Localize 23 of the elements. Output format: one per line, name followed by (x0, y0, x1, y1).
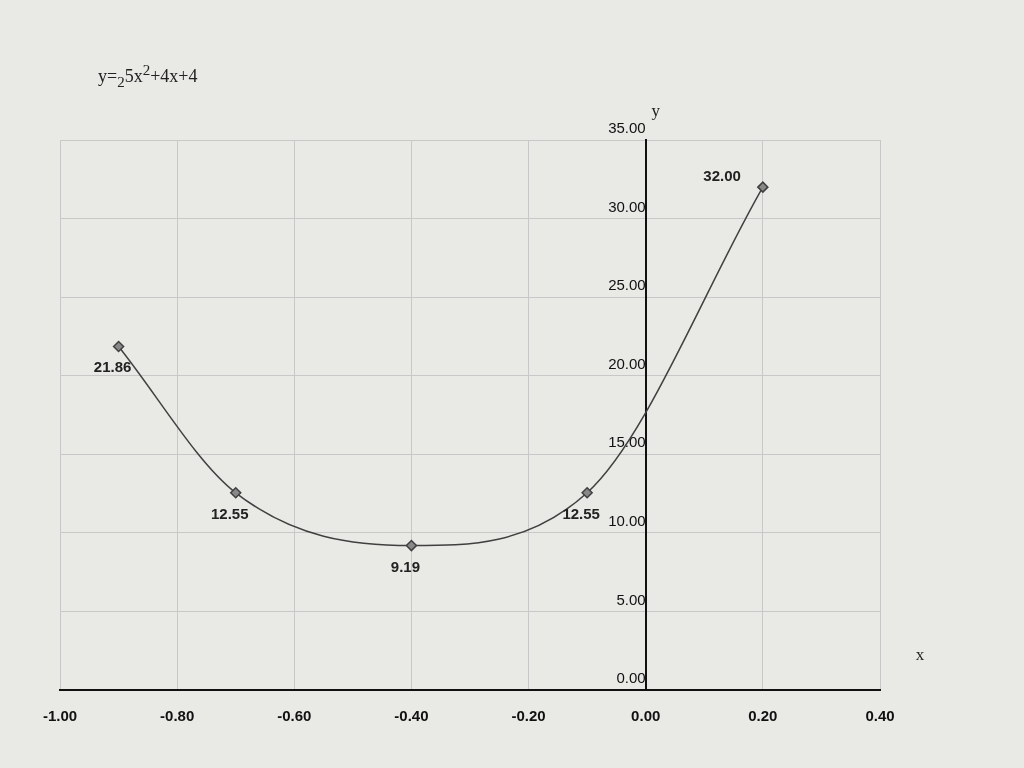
x-tick-label: -1.00 (42, 707, 78, 725)
x-tick-label: 0.00 (631, 707, 661, 725)
x-tick-label: 0.40 (865, 707, 895, 725)
y-tick-label: 5.00 (616, 590, 646, 608)
chart-title: y=$_{2}$5x$^{2}$+4x+4 (98, 62, 198, 91)
y-tick-label: 35.00 (608, 119, 646, 137)
x-tick-label: -0.60 (277, 707, 312, 725)
y-tick-label: 20.00 (608, 354, 646, 372)
data-label: 21.86 (93, 358, 132, 376)
x-tick-label: -0.20 (511, 707, 546, 725)
y-tick-label: 0.00 (616, 669, 646, 687)
data-label: 12.55 (562, 504, 600, 522)
data-label: 12.55 (210, 504, 249, 522)
data-label: 9.19 (390, 557, 421, 575)
y-tick-label: 25.00 (608, 276, 646, 294)
x-tick-label: -0.80 (160, 707, 195, 725)
y-axis-title: y (651, 101, 661, 121)
x-tick-label: -0.40 (394, 707, 429, 725)
data-label: 32.00 (703, 167, 741, 185)
x-tick-label: 0.20 (748, 707, 778, 725)
x-axis-title: x (915, 645, 925, 664)
y-tick-label: 30.00 (608, 197, 646, 215)
y-tick-label: 10.00 (608, 512, 646, 529)
